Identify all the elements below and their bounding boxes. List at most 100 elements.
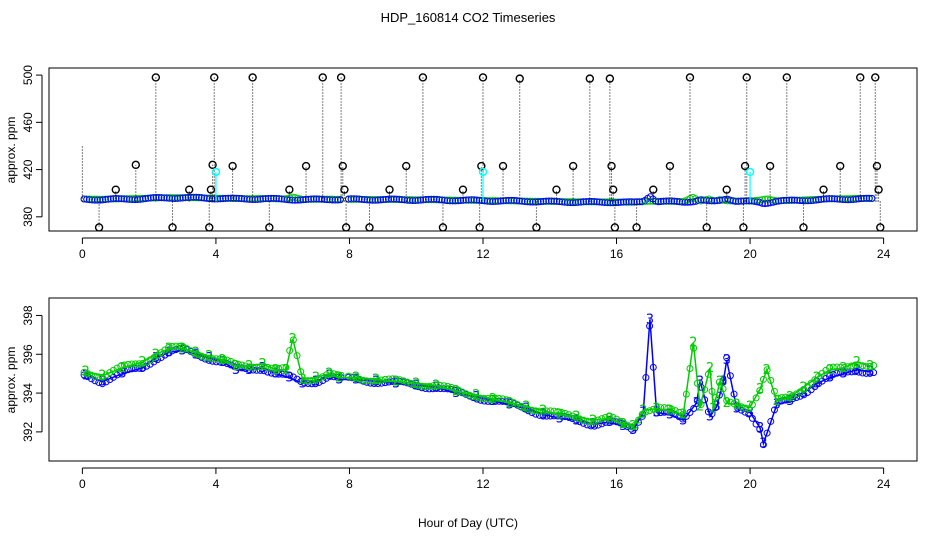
top-spike-point [740,161,750,171]
series-3-point [723,354,731,362]
top-baseline-point-blue [729,197,737,205]
series-2-point [209,355,217,363]
series-2-point [557,408,565,416]
series-3-label: 3 [759,437,767,452]
series-2-point [568,412,576,420]
top-baseline-point-blue [374,196,382,204]
series-3-label: 3 [232,363,240,378]
series-3-point [135,364,143,372]
series-2-label: 2 [272,363,280,378]
top-baseline-point-blue [107,195,115,203]
series-3-point [154,356,161,364]
top-baseline-point-blue [462,196,470,204]
series-2-point [396,376,404,384]
series-2-label: 2 [299,373,307,388]
top-y-axis-label: approx. ppm [4,117,18,184]
series-2-point [550,407,558,415]
series-2-point [293,352,301,360]
series-3-label: 3 [539,407,547,422]
series-3-point [870,369,878,377]
series-2-label: 2 [392,374,400,389]
series-2-point [84,370,92,378]
top-baseline-point-blue [355,195,363,203]
series-3-point [774,398,782,406]
series-3-label: 3 [606,415,614,430]
top-baseline-point-blue [302,195,310,203]
top-baseline-point-blue [166,194,174,202]
series-3-label: 3 [652,405,660,420]
top-cyan-point [478,167,488,177]
top-baseline-point-blue [628,198,636,206]
top-baseline-point-blue [673,197,681,205]
top-baseline-point-blue [734,197,742,205]
series-3-point [855,368,863,376]
top-baseline-point-blue [278,195,286,203]
series-2-point [455,386,463,394]
bottom-axes: 0 4 8 12 16 20 24 392 394 396 398 [21,305,891,491]
top-baseline-point-blue [483,197,491,205]
series-3-label: 3 [165,345,173,360]
top-baseline-point-blue [614,199,622,207]
series-2-point [319,373,327,381]
series-3-point [859,369,867,377]
series-2-point [543,407,551,415]
series-2-point [668,405,676,413]
series-2-point [701,386,709,394]
series-2-label: 2 [352,371,360,386]
top-baseline-point-blue [176,194,184,202]
series-3-label: 3 [773,398,781,413]
series-3-label: 3 [799,386,807,401]
series-3-label: 3 [506,398,514,413]
top-baseline-point-blue [200,194,208,202]
top-baseline-point-blue [708,197,716,205]
series-2-point [660,404,668,412]
top-spike-point [836,161,845,171]
top-baseline-point-blue [561,198,569,206]
series-3-label: 3 [813,376,821,391]
series-3-point [139,364,147,372]
series-2-point [308,376,316,384]
top-baseline-point-blue [344,195,352,203]
series-2-label: 2 [696,400,704,415]
series-2-point [348,373,356,381]
series-3-point [543,412,551,420]
top-baseline-point-blue [219,195,227,203]
series-2-point [866,362,874,370]
series-3-point [844,368,852,376]
series-2-label: 2 [866,359,874,374]
series-2-point [712,393,720,401]
series-2-label: 2 [432,378,440,393]
series-2-point [403,378,411,386]
series-3-label: 3 [556,411,564,426]
top-baseline-point-blue [596,198,604,206]
series-3-point [745,410,753,418]
top-y-tick-label: 500 [21,65,35,85]
series-2-label: 2 [412,376,420,391]
series-3-point [113,371,121,379]
top-baseline-point-blue [123,195,131,203]
series-2-label: 2 [826,363,834,378]
series-3-point [649,363,657,371]
top-spike-point [340,185,349,194]
top-baseline-point-blue [475,196,483,204]
series-3-point [267,369,275,377]
series-3-point [579,419,587,427]
series-2-point [385,375,393,383]
series-2-point [631,421,639,429]
series-3-point [759,441,767,449]
series-3-label: 3 [522,402,530,417]
series-2-point [109,366,117,374]
series-2-point [124,360,132,368]
series-3-label: 3 [786,394,794,409]
top-spike-point [208,160,217,170]
series-2-label: 2 [606,411,614,426]
top-baseline-point-blue [379,196,387,204]
figure-title: HDP_160814 CO2 Timeseries [381,10,556,25]
series-3-point [535,411,543,419]
top-baseline-point-blue [593,198,601,206]
series-2-point [289,336,297,344]
series-2-point [763,366,771,374]
series-2-point [131,360,139,368]
series-3-label: 3 [218,355,226,370]
